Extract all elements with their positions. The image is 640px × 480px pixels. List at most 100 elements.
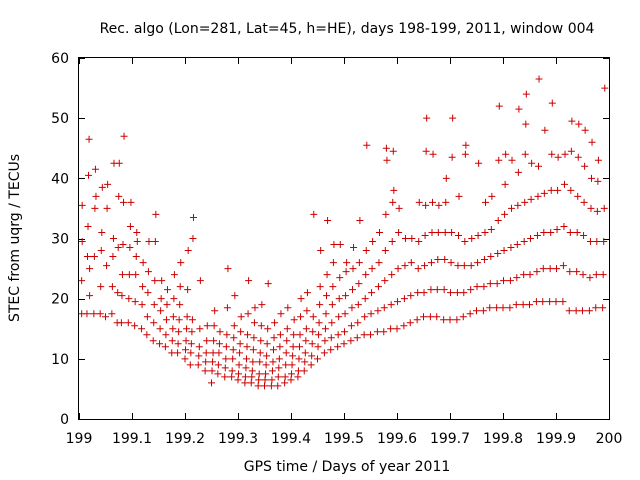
data-point xyxy=(195,343,203,351)
data-point xyxy=(184,247,192,255)
data-point xyxy=(90,253,98,261)
data-point xyxy=(187,340,195,348)
data-point xyxy=(114,244,122,252)
data-point xyxy=(174,340,182,348)
data-point xyxy=(117,319,125,327)
data-point xyxy=(520,238,528,246)
data-point xyxy=(522,90,530,98)
y-tick-label: 0 xyxy=(60,412,69,428)
data-point xyxy=(85,135,93,143)
data-point xyxy=(247,379,255,387)
data-point xyxy=(594,177,602,185)
data-point xyxy=(302,337,310,345)
data-point xyxy=(501,210,509,218)
data-point xyxy=(143,313,151,321)
data-point xyxy=(442,174,450,182)
data-point xyxy=(296,331,304,339)
data-point xyxy=(211,307,219,315)
data-point xyxy=(330,241,338,249)
data-point xyxy=(255,376,263,384)
data-point xyxy=(249,358,257,366)
data-point xyxy=(499,304,507,312)
data-point xyxy=(115,159,123,167)
data-point xyxy=(126,222,134,230)
data-point xyxy=(592,271,600,279)
data-point xyxy=(552,298,560,306)
data-point xyxy=(118,292,126,300)
data-point xyxy=(158,277,166,285)
data-point xyxy=(321,325,329,333)
data-point xyxy=(229,355,237,363)
data-point xyxy=(170,271,178,279)
data-point xyxy=(127,198,135,206)
data-point xyxy=(428,228,436,236)
data-point xyxy=(90,310,98,318)
data-point xyxy=(422,201,430,209)
data-point xyxy=(362,247,370,255)
data-point xyxy=(486,304,494,312)
data-point xyxy=(264,280,272,288)
data-point xyxy=(255,370,263,378)
data-point xyxy=(133,238,141,246)
data-point xyxy=(316,301,324,309)
data-point xyxy=(182,346,190,354)
data-point xyxy=(382,144,390,152)
data-point xyxy=(599,304,607,312)
data-point xyxy=(114,289,122,297)
data-point xyxy=(336,241,344,249)
data-point xyxy=(156,325,164,333)
data-point xyxy=(434,256,442,264)
data-point xyxy=(288,361,296,369)
axis-tick-labels: 199 199.1 199.2 199.3 199.4 199.5 199.6 199.7 19… xyxy=(51,51,622,447)
data-point xyxy=(585,307,593,315)
data-point xyxy=(169,325,177,333)
data-point xyxy=(176,283,184,291)
data-point xyxy=(336,274,344,282)
data-point xyxy=(539,265,547,273)
data-point xyxy=(216,328,224,336)
data-point xyxy=(376,228,384,236)
data-point xyxy=(188,316,196,324)
data-point xyxy=(97,247,105,255)
data-point xyxy=(230,334,238,342)
data-point xyxy=(221,373,229,381)
data-point xyxy=(507,244,515,252)
data-point xyxy=(230,322,238,330)
data-point xyxy=(473,283,481,291)
data-point xyxy=(514,201,522,209)
data-point xyxy=(202,358,210,366)
data-point xyxy=(566,268,574,276)
data-point xyxy=(349,265,357,273)
data-point xyxy=(355,259,363,267)
data-point xyxy=(421,262,429,270)
data-point xyxy=(600,204,608,212)
data-point xyxy=(328,301,336,309)
data-point xyxy=(182,337,190,345)
data-point xyxy=(448,153,456,161)
data-point xyxy=(361,295,369,303)
data-point xyxy=(560,180,568,188)
data-point xyxy=(283,337,291,345)
data-point xyxy=(314,343,322,351)
data-point xyxy=(547,186,555,194)
data-point xyxy=(567,147,575,155)
data-point xyxy=(210,322,218,330)
data-point xyxy=(201,367,209,375)
data-point xyxy=(393,325,401,333)
data-point xyxy=(579,271,587,279)
data-point xyxy=(479,307,487,315)
data-point xyxy=(454,231,462,239)
data-point xyxy=(131,298,139,306)
data-point xyxy=(133,228,141,236)
data-point xyxy=(427,259,435,267)
data-point xyxy=(283,325,291,333)
data-point xyxy=(302,325,310,333)
data-point xyxy=(188,328,196,336)
data-point xyxy=(487,225,495,233)
data-point xyxy=(380,328,388,336)
data-point xyxy=(183,313,191,321)
data-point xyxy=(460,262,468,270)
data-point xyxy=(91,204,99,212)
data-point xyxy=(263,352,271,360)
data-point xyxy=(102,313,109,321)
